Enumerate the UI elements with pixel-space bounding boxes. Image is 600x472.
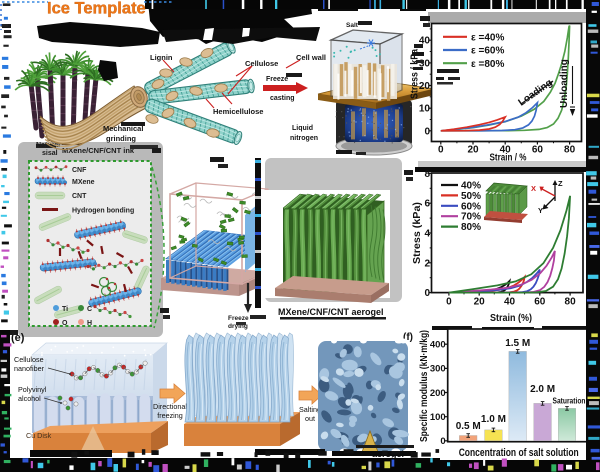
svg-text:Stress (kPa): Stress (kPa) <box>411 202 423 264</box>
svg-text:60: 60 <box>532 145 544 156</box>
svg-text:80: 80 <box>565 297 577 308</box>
svg-text:Y: Y <box>538 206 543 215</box>
svg-text:Specific modulus (kN·m/kg): Specific modulus (kN·m/kg) <box>418 330 430 442</box>
svg-text:out: out <box>305 414 315 423</box>
svg-text:2.0 M: 2.0 M <box>530 384 555 395</box>
svg-text:MXene: MXene <box>72 179 95 186</box>
svg-text:Cu Disk: Cu Disk <box>26 431 52 440</box>
svg-text:80: 80 <box>564 145 576 156</box>
svg-text:Freeze: Freeze <box>266 76 288 83</box>
svg-text:Freeze: Freeze <box>228 315 249 322</box>
svg-text:X: X <box>531 184 536 193</box>
svg-text:casting: casting <box>270 95 295 102</box>
svg-text:Strain (%): Strain (%) <box>490 312 532 324</box>
svg-text:freezing: freezing <box>157 411 183 420</box>
svg-text:0.5 M: 0.5 M <box>456 421 481 432</box>
svg-text:0: 0 <box>424 288 430 299</box>
svg-text:Hydrogen bonding: Hydrogen bonding <box>72 208 134 215</box>
svg-text:MXene/CNF/CNT ink: MXene/CNF/CNT ink <box>62 146 135 155</box>
svg-text:(f): (f) <box>403 332 413 343</box>
svg-text:Salt: Salt <box>346 22 359 29</box>
svg-text:nanofiber: nanofiber <box>14 364 45 373</box>
svg-text:MXene/CNF/CNT aerogel: MXene/CNF/CNT aerogel <box>278 307 384 317</box>
svg-text:sisal: sisal <box>42 150 58 157</box>
svg-text:40: 40 <box>500 145 512 156</box>
svg-text:2: 2 <box>424 258 430 269</box>
svg-text:ε =40%: ε =40% <box>471 33 504 44</box>
svg-text:20: 20 <box>474 297 486 308</box>
svg-text:Z: Z <box>558 179 563 188</box>
svg-text:80%: 80% <box>461 222 481 233</box>
svg-text:40%: 40% <box>461 181 481 192</box>
svg-text:Cellulose: Cellulose <box>14 355 44 364</box>
svg-text:1.5 M: 1.5 M <box>505 338 530 349</box>
svg-text:40: 40 <box>504 297 516 308</box>
svg-text:1.0 M: 1.0 M <box>481 414 506 425</box>
svg-text:10: 10 <box>419 104 431 115</box>
svg-text:6: 6 <box>424 199 430 210</box>
svg-text:Strain / %: Strain / % <box>490 153 527 164</box>
svg-text:8: 8 <box>424 169 430 180</box>
svg-text:Lignin: Lignin <box>150 53 173 62</box>
svg-text:60: 60 <box>534 297 546 308</box>
svg-text:Ti: Ti <box>62 306 68 313</box>
svg-text:Natural: Natural <box>36 142 60 149</box>
svg-text:Hemicellulose: Hemicellulose <box>213 107 263 116</box>
svg-text:alcohol: alcohol <box>18 394 41 403</box>
svg-text:Saturation: Saturation <box>553 397 586 406</box>
svg-text:CNF: CNF <box>72 167 87 174</box>
svg-text:0: 0 <box>438 145 444 156</box>
svg-text:400: 400 <box>430 340 446 351</box>
svg-text:grinding: grinding <box>106 134 136 143</box>
svg-text:30: 30 <box>419 58 431 69</box>
svg-text:drying: drying <box>228 323 248 330</box>
svg-text:Liquid: Liquid <box>292 125 313 132</box>
svg-text:H: H <box>87 320 92 327</box>
svg-text:70%: 70% <box>461 212 481 223</box>
svg-text:nitrogen: nitrogen <box>290 135 318 142</box>
svg-text:Polyvinyl: Polyvinyl <box>18 385 47 394</box>
svg-text:Salting: Salting <box>299 405 321 414</box>
svg-text:50%: 50% <box>461 191 481 202</box>
svg-text:Ice Template: Ice Template <box>47 0 146 18</box>
svg-text:100: 100 <box>430 412 446 423</box>
svg-text:ε =80%: ε =80% <box>471 59 504 70</box>
svg-text:Mechanical: Mechanical <box>103 124 143 133</box>
svg-text:20: 20 <box>419 81 431 92</box>
svg-text:0: 0 <box>446 297 452 308</box>
svg-text:40: 40 <box>419 36 431 47</box>
svg-text:60%: 60% <box>461 201 481 212</box>
svg-text:O: O <box>62 320 68 327</box>
svg-text:300: 300 <box>430 364 446 375</box>
svg-text:0: 0 <box>424 126 430 137</box>
svg-text:4: 4 <box>424 229 430 240</box>
svg-text:C: C <box>87 306 92 313</box>
svg-text:ε =60%: ε =60% <box>471 46 504 57</box>
svg-text:Stress / kPa: Stress / kPa <box>410 49 421 99</box>
svg-text:Unloading: Unloading <box>559 59 570 108</box>
svg-text:Cellulose: Cellulose <box>245 59 278 68</box>
svg-text:CNT: CNT <box>72 193 87 200</box>
svg-text:200: 200 <box>430 388 446 399</box>
svg-text:Concentration of salt solution: Concentration of salt solution <box>459 447 579 459</box>
svg-text:Directional: Directional <box>153 402 187 411</box>
svg-text:Cell wall: Cell wall <box>296 53 326 62</box>
svg-text:0: 0 <box>440 436 445 447</box>
svg-text:20: 20 <box>467 145 479 156</box>
